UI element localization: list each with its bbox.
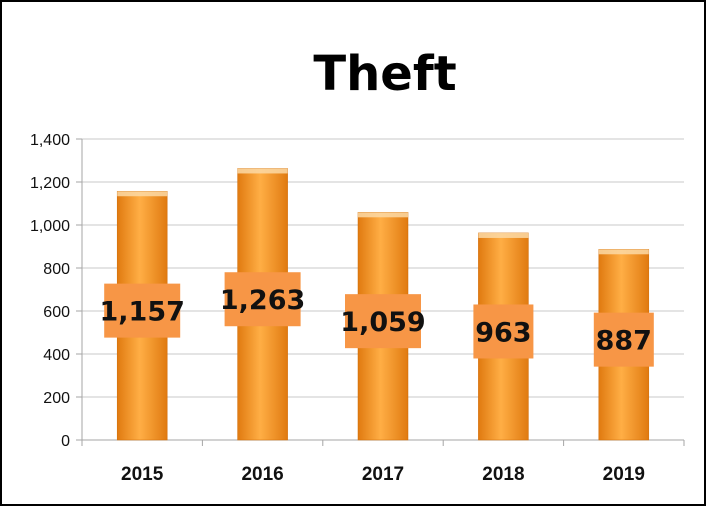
x-tick-label: 2018	[482, 464, 524, 485]
y-tick-label: 1,400	[30, 132, 70, 149]
bar-top-cap	[478, 232, 529, 238]
data-label-box	[224, 272, 301, 327]
x-tick-label: 2015	[121, 464, 164, 485]
data-label-box	[593, 312, 654, 367]
y-tick-label: 400	[43, 347, 70, 364]
data-labels: 1,157 1,263 1,059 963 887	[99, 272, 654, 367]
data-label-box	[104, 283, 181, 338]
data-label-box	[473, 304, 534, 359]
bar-top-cap	[117, 191, 168, 197]
x-tick-label: 2017	[362, 464, 404, 485]
data-label: 887	[596, 326, 652, 357]
data-label: 963	[475, 317, 531, 348]
y-tick-label: 800	[43, 261, 70, 278]
x-axis-tick-labels: 2015 2016 2017 2018 2019	[121, 464, 645, 485]
x-tick-label: 2016	[241, 464, 283, 485]
bar-top-cap	[237, 168, 288, 174]
data-label: 1,263	[220, 285, 305, 316]
chart-title: Theft	[313, 46, 456, 102]
y-tick-label: 0	[61, 433, 70, 450]
y-axis-tick-labels: 0 200 400 600 800 1,000 1,200 1,400	[30, 132, 70, 450]
y-tick-label: 200	[43, 390, 70, 407]
y-tick-label: 1,200	[30, 175, 70, 192]
data-label-box	[345, 294, 421, 349]
y-tick-label: 600	[43, 304, 70, 321]
data-label: 1,059	[340, 307, 425, 338]
bar-top-cap	[358, 212, 408, 218]
y-tick-label: 1,000	[30, 218, 70, 235]
data-label: 1,157	[99, 297, 184, 328]
x-tick-label: 2019	[603, 464, 645, 485]
bar-top-cap	[598, 249, 649, 255]
